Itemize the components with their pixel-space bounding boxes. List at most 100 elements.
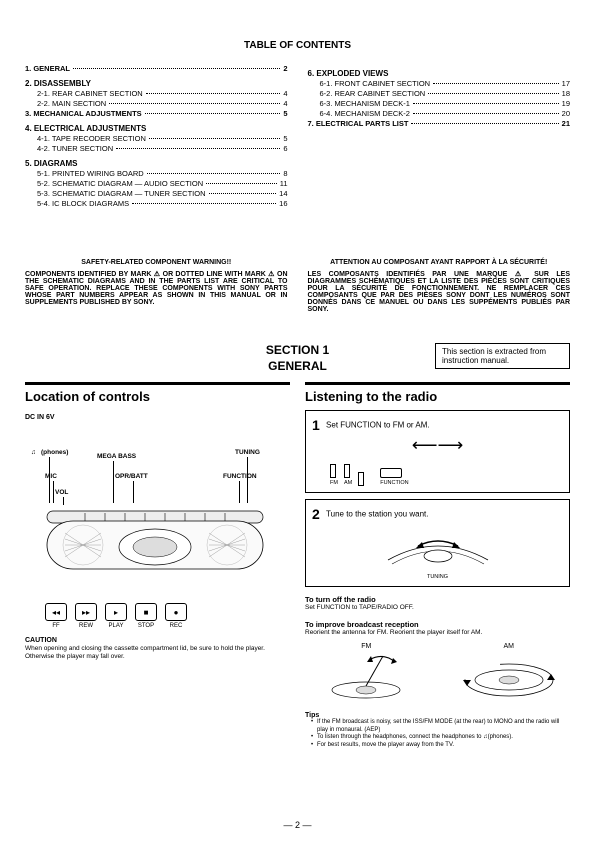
toc-entry: 6-3. MECHANISM DECK-119 (308, 99, 571, 108)
toc-columns: 1. GENERAL2 2. DISASSEMBLY2-1. REAR CABIN… (25, 63, 570, 209)
toc-entry-page: 11 (280, 179, 288, 188)
device-diagram: ♫ (phones) MEGA BASS TUNING MIC OPR/BATT… (25, 425, 290, 595)
toc-entry: 4-1. TAPE RECODER SECTION 5 (25, 134, 288, 143)
toc-entry-label: 5-1. PRINTED WIRING BOARD (37, 169, 144, 178)
toc-dots (145, 113, 281, 114)
mic-label: MIC (45, 473, 57, 480)
toc-entry-page: 18 (562, 89, 570, 98)
toc-entry-label: 5-3. SCHEMATIC DIAGRAM — TUNER SECTION (37, 189, 206, 198)
toc-entry: 1. GENERAL2 (25, 64, 288, 73)
toc-entry-label: 6-2. REAR CABINET SECTION (320, 89, 426, 98)
tape-button-labels: FFREWPLAYSTOPREC (45, 623, 290, 629)
toc-entry-page: 14 (279, 189, 287, 198)
toc-entry-label: 5-2. SCHEMATIC DIAGRAM — AUDIO SECTION (37, 179, 203, 188)
toc-entry-label: 4-2. TUNER SECTION (37, 144, 113, 153)
improve-heading: To improve broadcast reception (305, 620, 570, 629)
listening-title: Listening to the radio (305, 382, 570, 410)
toc-entry-page: 5 (283, 134, 287, 143)
toc-entry-label: 4-1. TAPE RECODER SECTION (37, 134, 146, 143)
section-line2: GENERAL (160, 359, 435, 375)
tips-list: If the FM broadcast is noisy, set the IS… (305, 719, 570, 750)
toc-entry: 6-4. MECHANISM DECK-220 (308, 109, 571, 118)
am-diagram: AM (448, 643, 571, 702)
toc-section-heading: 5. DIAGRAMS (25, 159, 288, 168)
tape-buttons-row: ◂◂▸▸▸■● (45, 603, 290, 621)
toc-entry: 2-1. REAR CABINET SECTION 4 (25, 89, 288, 98)
toc-entry: 2-2. MAIN SECTION 4 (25, 99, 288, 108)
toc-left-column: 1. GENERAL2 2. DISASSEMBLY2-1. REAR CABIN… (25, 63, 288, 209)
vol-label: VOL (55, 489, 68, 496)
tape-button: ▸ (105, 603, 127, 621)
toc-entry-page: 2 (283, 64, 287, 73)
toc-entry-page: 4 (283, 89, 287, 98)
dc-in-label: DC IN 6V (25, 414, 290, 421)
toc-entry-page: 4 (283, 99, 287, 108)
tuning-label: TUNING (235, 449, 260, 456)
toc-dots (132, 203, 276, 204)
toc-entry: 5-2. SCHEMATIC DIAGRAM — AUDIO SECTION 11 (25, 179, 288, 188)
toc-dots (428, 93, 558, 94)
tape-button: ■ (135, 603, 157, 621)
fm-label: FM (305, 643, 428, 650)
toc-entry: 4-2. TUNER SECTION 6 (25, 144, 288, 153)
toc-dots (413, 103, 559, 104)
toc-entry-label: 2-2. MAIN SECTION (37, 99, 106, 108)
function-label: FUNCTION (223, 473, 257, 480)
caution-heading: CAUTION (25, 637, 290, 644)
toc-right-column: 6. EXPLODED VIEWS6-1. FRONT CABINET SECT… (308, 63, 571, 209)
toc-entry-page: 8 (283, 169, 287, 178)
step-1-box: 1 Set FUNCTION to FM or AM. ⟵⟶ FM AM FUN… (305, 410, 570, 493)
toc-dots (413, 113, 559, 114)
step-2-number: 2 (312, 506, 320, 522)
toc-entry: 6-1. FRONT CABINET SECTION 17 (308, 79, 571, 88)
boombox-icon (45, 503, 265, 573)
toc-dots (149, 138, 280, 139)
toc-entry: 5-4. IC BLOCK DIAGRAMS16 (25, 199, 288, 208)
tip-item: If the FM broadcast is noisy, set the IS… (311, 719, 570, 735)
step-1-text: Set FUNCTION to FM or AM. (326, 421, 430, 430)
warnings-row: SAFETY-RELATED COMPONENT WARNING!! COMPO… (25, 259, 570, 313)
opr-batt-label: OPR/BATT (115, 473, 148, 480)
warning-fr: ATTENTION AU COMPOSANT AYANT RAPPORT À L… (308, 259, 571, 313)
tape-button: ● (165, 603, 187, 621)
warning-en-body: COMPONENTS IDENTIFIED BY MARK ⚠ OR DOTTE… (25, 270, 288, 306)
am-rotate-icon (459, 650, 559, 700)
toc-entry: 5-3. SCHEMATIC DIAGRAM — TUNER SECTION 14 (25, 189, 288, 198)
toc-entry-page: 5 (283, 109, 287, 118)
tape-button-label: REC (165, 623, 187, 629)
toc-dots (147, 173, 281, 174)
toc-entry-page: 6 (283, 144, 287, 153)
toc-entry-label: 3. MECHANICAL ADJUSTMENTS (25, 109, 142, 118)
section-header: SECTION 1 GENERAL (160, 343, 435, 374)
extract-note: This section is extracted from instructi… (435, 343, 570, 369)
toc-entry: 5-1. PRINTED WIRING BOARD 8 (25, 169, 288, 178)
warning-en: SAFETY-RELATED COMPONENT WARNING!! COMPO… (25, 259, 288, 313)
warning-en-title: SAFETY-RELATED COMPONENT WARNING!! (25, 259, 288, 266)
tip-item: To listen through the headphones, connec… (311, 734, 570, 742)
toc-section-heading: 2. DISASSEMBLY (25, 79, 288, 88)
page-number: — 2 — (0, 820, 595, 830)
fm-am-diagrams: FM AM (305, 643, 570, 702)
step-2-box: 2 Tune to the station you want. TUNING (305, 499, 570, 587)
toc-entry-page: 21 (562, 119, 570, 128)
sw-fm-label: FM (330, 480, 338, 486)
toc-dots (209, 193, 277, 194)
phones-label: (phones) (41, 449, 68, 456)
toc-entry-page: 20 (562, 109, 570, 118)
panels-row: Location of controls DC IN 6V ♫ (phones)… (25, 382, 570, 750)
toc-entry-label: 2-1. REAR CABINET SECTION (37, 89, 143, 98)
warning-fr-title: ATTENTION AU COMPOSANT AYANT RAPPORT À L… (308, 259, 571, 266)
step-1-number: 1 (312, 417, 320, 433)
toc-entry: 7. ELECTRICAL PARTS LIST21 (308, 119, 571, 128)
tape-button-label: REW (75, 623, 97, 629)
tuning-dial-icon (368, 526, 508, 570)
toc-entry-page: 17 (562, 79, 570, 88)
turnoff-text: Set FUNCTION to TAPE/RADIO OFF. (305, 604, 570, 612)
toc-dots (116, 148, 280, 149)
toc-entry-label: 6-1. FRONT CABINET SECTION (320, 79, 431, 88)
location-title: Location of controls (25, 382, 290, 410)
toc-section-heading: 4. ELECTRICAL ADJUSTMENTS (25, 124, 288, 133)
tip-item: For best results, move the player away f… (311, 742, 570, 750)
toc-entry-label: 6-3. MECHANISM DECK-1 (320, 99, 410, 108)
toc-title: TABLE OF CONTENTS (25, 40, 570, 51)
